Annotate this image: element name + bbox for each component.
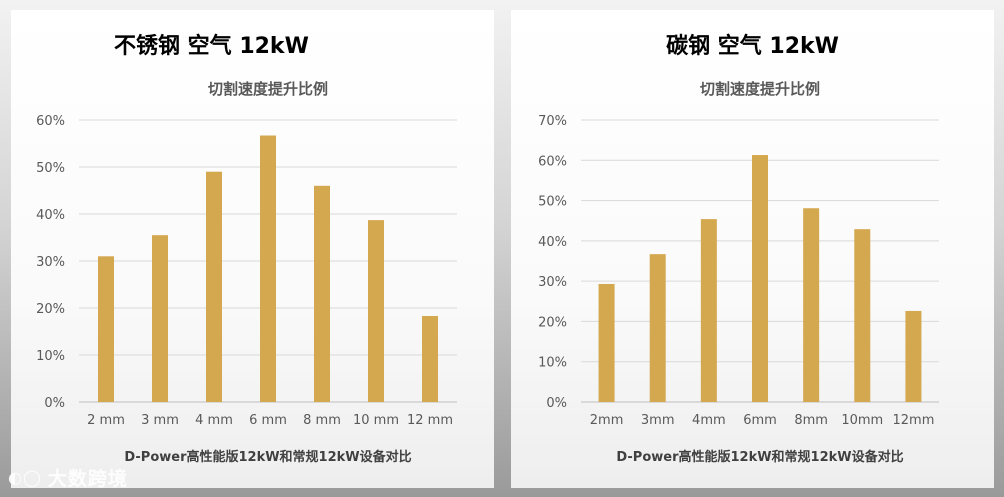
bar [803,208,820,402]
bar [649,254,666,402]
bar [206,171,222,402]
bar [700,219,717,402]
x-tick-label: 12 mm [407,413,453,428]
bar [368,220,384,402]
y-tick-label: 40% [36,208,65,223]
y-tick-label: 10% [36,349,65,364]
bar-chart: 切割速度提升比例 0% 10% 20% 30% 40% 50% 60% 70% 2mm 3mm 4mm… [538,80,939,465]
chart-panel-stainless: 不锈钢 空气 12kW 切割速度提升比例 0% 10% 20% 30% 40% 50% 60%… [11,10,494,488]
y-tick-label: 20% [538,315,567,330]
y-tick-label: 30% [36,255,65,270]
bar [260,135,276,402]
chart-title: 切割速度提升比例 [700,80,820,98]
y-tick-label: 30% [538,275,567,290]
x-tick-label: 6mm [743,413,777,428]
y-tick-label: 70% [538,114,567,129]
y-tick-label: 40% [538,235,567,250]
logo-icon: ◐◯ [8,468,42,487]
y-tick-label: 60% [538,154,567,169]
bar [152,235,168,402]
bar [598,283,615,402]
x-tick-label: 8 mm [303,413,341,428]
x-tick-label: 12mm [892,413,934,428]
x-tick-label: 8mm [794,413,828,428]
y-tick-label: 20% [36,302,65,317]
x-tick-label: 2 mm [87,413,125,428]
watermark-text: 大数跨境 [47,468,128,490]
x-tick-label: 10 mm [353,413,399,428]
x-tick-label: 3mm [641,413,675,428]
bar-chart: 切割速度提升比例 0% 10% 20% 30% 40% 50% 60% 2 mm 3 mm 4 mm… [36,80,457,465]
bar [905,310,922,402]
x-tick-label: 6 mm [249,413,287,428]
bar [98,256,114,402]
bar [854,229,871,402]
chart-footnote: D-Power高性能版12kW和常规12kW设备对比 [124,449,411,465]
chart-footnote: D-Power高性能版12kW和常规12kW设备对比 [616,449,903,465]
panel-title: 碳钢 空气 12kW [666,34,839,59]
x-tick-label: 3 mm [141,413,179,428]
bar [314,185,330,402]
panel-title: 不锈钢 空气 12kW [114,34,309,59]
x-tick-label: 10mm [841,413,883,428]
watermark: ◐◯ 大数跨境 [8,464,128,491]
y-tick-label: 50% [36,161,65,176]
y-tick-label: 10% [538,356,567,371]
y-tick-label: 60% [36,114,65,129]
y-tick-label: 50% [538,195,567,210]
bar [422,315,438,402]
chart-panel-carbon: 碳钢 空气 12kW 切割速度提升比例 0% 10% 20% 30% 40% 50% 60% 7… [511,10,994,488]
x-tick-label: 2mm [590,413,624,428]
chart-title: 切割速度提升比例 [208,80,328,98]
y-tick-label: 0% [44,396,65,411]
bar [752,155,768,402]
x-tick-label: 4mm [692,413,726,428]
x-tick-label: 4 mm [195,413,233,428]
y-tick-label: 0% [546,396,567,411]
